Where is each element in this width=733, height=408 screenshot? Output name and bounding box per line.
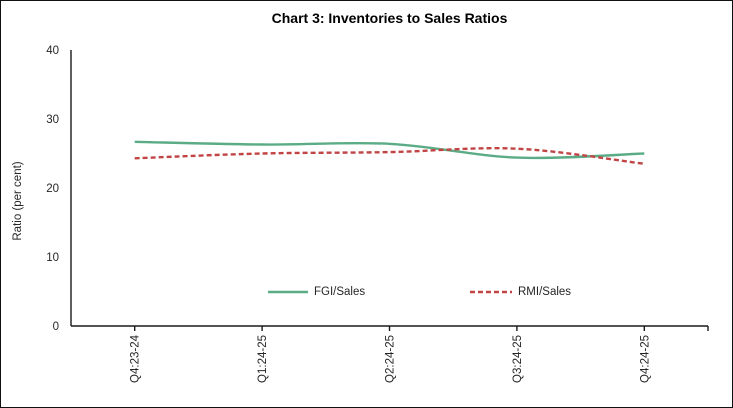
y-tick-label: 40 xyxy=(46,45,59,57)
x-tick-label: Q2:24-25 xyxy=(385,335,397,383)
y-tick-label: 20 xyxy=(46,183,59,195)
x-tick-label: Q1:24-25 xyxy=(257,335,269,383)
rmi-sales-line-swatch xyxy=(470,290,512,294)
fgi-sales-line-swatch xyxy=(268,290,308,294)
y-tick-label: 10 xyxy=(46,252,59,264)
chart-title: Chart 3: Inventories to Sales Ratios xyxy=(271,10,508,26)
y-tick-label: 0 xyxy=(53,321,59,333)
series-line-rmi-sales xyxy=(134,147,645,165)
x-tick-label: Q3:24-25 xyxy=(512,335,524,383)
legend-item-fgi-sales: FGI/Sales xyxy=(267,285,365,299)
x-tick-label: Q4:24-25 xyxy=(639,335,651,383)
y-axis-title: Ratio (per cent) xyxy=(12,161,24,240)
series-line-fgi-sales xyxy=(134,140,645,160)
legend-label-rmi-sales: RMI/Sales xyxy=(518,286,572,298)
x-tick-label: Q4:23-24 xyxy=(130,334,142,383)
legend-label-fgi-sales: FGI/Sales xyxy=(314,286,366,298)
y-tick-label: 30 xyxy=(46,114,59,126)
legend-item-rmi-sales: RMI/Sales xyxy=(469,285,571,299)
